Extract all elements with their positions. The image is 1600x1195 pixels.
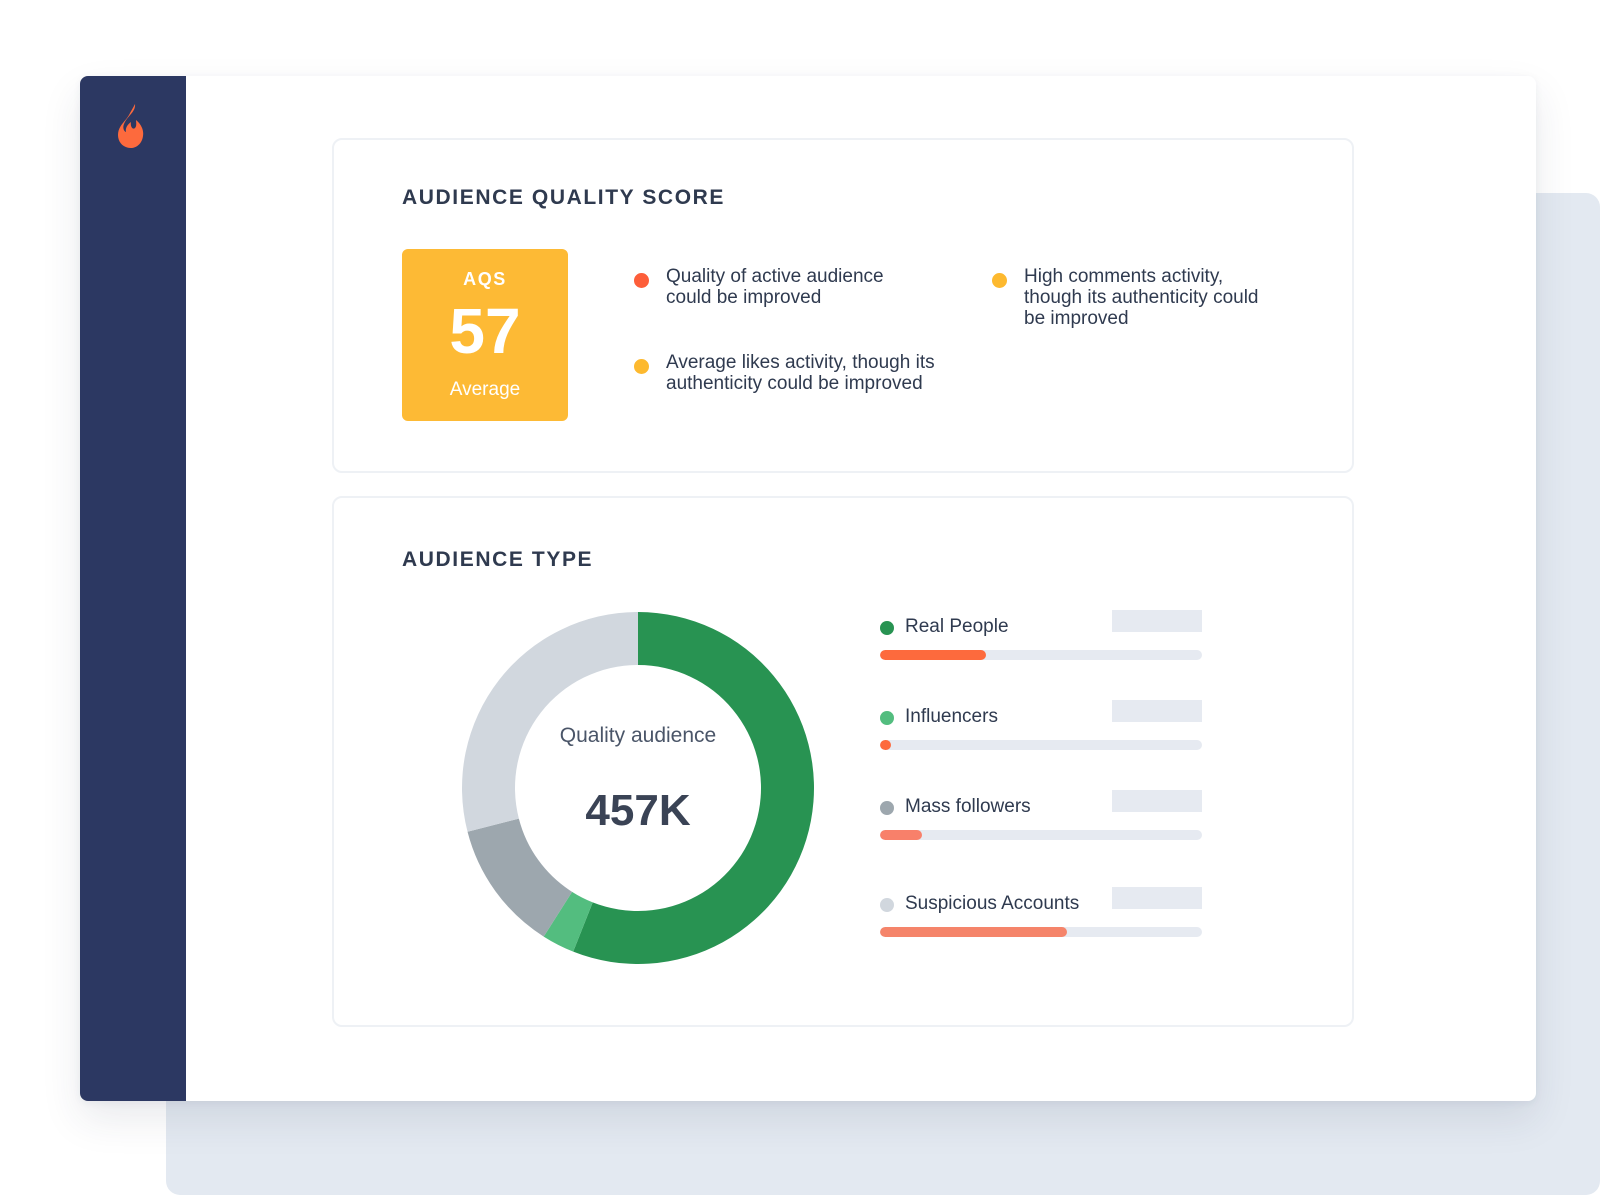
legend-label: Suspicious Accounts	[905, 893, 1080, 914]
legend-value-placeholder	[1112, 700, 1202, 722]
donut-value: 457K	[585, 786, 691, 835]
progress-fill	[880, 927, 1067, 937]
progress-track	[880, 927, 1202, 937]
audience-type-card: AUDIENCE TYPE Quality audience 457K Real…	[332, 496, 1354, 1027]
progress-fill	[880, 740, 892, 750]
legend-dot	[880, 621, 894, 635]
legend-label: Mass followers	[905, 796, 1031, 817]
legend-value-placeholder	[1112, 887, 1202, 909]
flame-icon[interactable]	[113, 102, 153, 150]
app-window: AUDIENCE QUALITY SCORE AQS 57 Average Qu…	[80, 76, 1536, 1101]
sidebar	[80, 76, 186, 1101]
legend-value-placeholder	[1112, 610, 1202, 632]
donut-slice-influencers[interactable]	[543, 891, 593, 952]
donut-slice-real-people[interactable]	[573, 612, 814, 964]
legend-label: Influencers	[905, 706, 998, 727]
legend-label: Real People	[905, 616, 1009, 637]
donut-slice-mass-followers[interactable]	[467, 818, 573, 937]
audience-type-title: AUDIENCE TYPE	[402, 548, 594, 571]
progress-track	[880, 830, 1202, 840]
aqs-card-title: AUDIENCE QUALITY SCORE	[402, 186, 726, 209]
donut-center: Quality audience 457K	[460, 610, 816, 966]
progress-fill	[880, 830, 922, 840]
insight-item: High comments activity, though its authe…	[992, 266, 1272, 329]
legend-dot	[880, 711, 894, 725]
donut-chart-svg	[462, 612, 814, 964]
donut-slice-suspicious-accounts[interactable]	[462, 612, 638, 832]
aqs-score-badge: AQS 57 Average	[402, 249, 568, 421]
donut-caption: Quality audience	[559, 724, 717, 747]
aqs-card: AUDIENCE QUALITY SCORE AQS 57 Average Qu…	[332, 138, 1354, 473]
insight-item: Quality of active audience could be impr…	[634, 266, 934, 308]
status-dot-yellow	[992, 273, 1007, 288]
legend-item-real-people: Real People	[880, 610, 1210, 666]
legend-dot	[880, 898, 894, 912]
status-dot-red	[634, 273, 649, 288]
legend-value-placeholder	[1112, 790, 1202, 812]
progress-track	[880, 740, 1202, 750]
legend-item-mass-followers: Mass followers	[880, 790, 1210, 846]
status-dot-yellow	[634, 359, 649, 374]
insight-text: High comments activity, though its authe…	[1024, 266, 1259, 329]
aqs-score-rating: Average	[449, 379, 521, 400]
legend-item-suspicious-accounts: Suspicious Accounts	[880, 887, 1210, 943]
aqs-score-label: AQS	[463, 269, 507, 289]
insight-text: Average likes activity, though its authe…	[666, 352, 935, 394]
insight-text: Quality of active audience could be impr…	[666, 266, 884, 308]
legend-item-influencers: Influencers	[880, 700, 1210, 756]
progress-track	[880, 650, 1202, 660]
donut-chart: Quality audience 457K	[460, 610, 816, 966]
legend-dot	[880, 801, 894, 815]
progress-fill	[880, 650, 987, 660]
insight-item: Average likes activity, though its authe…	[634, 352, 954, 394]
aqs-score-value: 57	[449, 295, 521, 367]
